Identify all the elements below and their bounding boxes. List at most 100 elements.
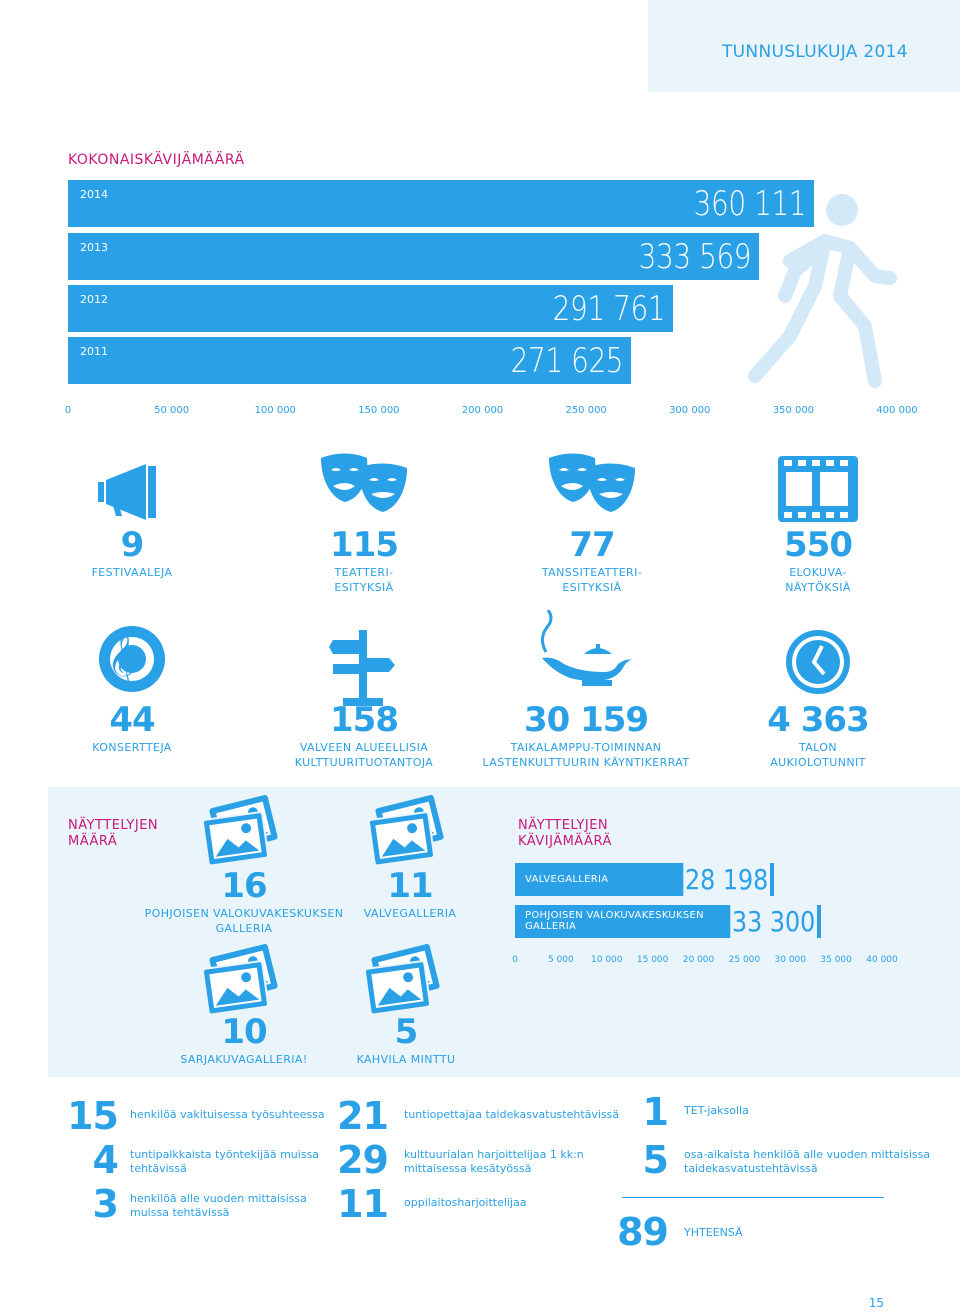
exhibition-visitor-bar-label-line: GALLERIA xyxy=(525,921,577,932)
stat-block: 115 TEATTERI- ESITYKSIÄ xyxy=(330,525,399,595)
exhibition-count-number: 11 xyxy=(387,866,433,906)
stat-label: NÄYTÖKSIÄ xyxy=(785,581,851,594)
exhibition-axis-tick: 25 000 xyxy=(728,955,761,965)
stat-label: KONSERTTEJA xyxy=(92,741,172,754)
visitor-bar: 2014 360 111 xyxy=(68,180,815,227)
visitor-bar: 2011 271 625 xyxy=(68,337,631,384)
magic-lamp-icon xyxy=(536,609,636,694)
staff-text-line: oppilaitosharjoittelijaa xyxy=(404,1196,527,1209)
exhibition-axis-tick: 0 xyxy=(512,955,518,965)
megaphone-icon xyxy=(94,460,170,528)
photo-gallery-icon xyxy=(201,794,287,869)
visitor-axis-tick: 250 000 xyxy=(565,405,607,416)
exhibition-count-number: 5 xyxy=(394,1012,419,1052)
staff-text: oppilaitosharjoittelijaa xyxy=(404,1196,527,1210)
staff-text: osa-aikaista henkilöä alle vuoden mittai… xyxy=(684,1148,930,1176)
stat-label: VALVEEN ALUEELLISIA xyxy=(299,741,429,754)
theater-masks-icon xyxy=(547,450,637,524)
stat-number: 77 xyxy=(569,525,615,565)
stat-label: ESITYKSIÄ xyxy=(334,581,394,594)
stat-label: TAIKALAMPPU-TOIMINNAN xyxy=(510,741,662,754)
header-box xyxy=(648,0,960,92)
exhibition-count: 11 VALVEGALLERIA xyxy=(364,866,457,921)
stat-label: TALON xyxy=(798,741,837,754)
walking-person-icon xyxy=(748,194,897,388)
exhibition-visitor-bar: POHJOISEN VALOKUVAKESKUKSEN GALLERIA 33 30… xyxy=(515,905,821,938)
stat-number: 30 159 xyxy=(523,700,649,740)
staff-number: 3 xyxy=(92,1182,119,1226)
stat-number: 115 xyxy=(330,525,399,565)
stat-label: ELOKUVA- xyxy=(789,566,847,579)
film-strip-icon xyxy=(778,456,858,526)
staff-text: tuntipalkkaista työntekijää muissa tehtäv… xyxy=(130,1148,319,1176)
staff-number: 5 xyxy=(642,1138,669,1182)
stat-number: 158 xyxy=(330,700,399,740)
exhibition-axis-tick: 30 000 xyxy=(774,955,807,965)
photo-gallery-icon xyxy=(363,943,449,1018)
stat-number: 9 xyxy=(120,525,145,565)
exhibition-count: 16 POHJOISEN VALOKUVAKESKUKSEN GALLERIA xyxy=(145,866,344,936)
page-title: TUNNUSLUKUJA 2014 xyxy=(722,42,908,62)
exhibition-count-number: 16 xyxy=(221,866,267,906)
exhibition-count: 10 SARJAKUVAGALLERIA! xyxy=(180,1012,307,1067)
staff-number: 21 xyxy=(337,1094,389,1138)
staff-text: henkilöä vakituisessa työsuhteessa xyxy=(130,1108,325,1122)
exhibition-count: 5 KAHVILA MINTTU xyxy=(357,1012,456,1067)
total-divider xyxy=(622,1197,884,1198)
photo-gallery-icon xyxy=(367,794,453,869)
visitor-bar-year: 2013 xyxy=(80,241,108,254)
staff-text-line: tuntipalkkaista työntekijää muissa xyxy=(130,1148,320,1161)
visitor-axis-tick: 150 000 xyxy=(358,405,400,416)
staff-text-line: mittaisessa kesätyössä xyxy=(404,1162,532,1175)
staff-text: kulttuurialan harjoittelijaa 1 kk:n mitta… xyxy=(404,1148,584,1176)
stat-label: KULTTUURITUOTANTOJA xyxy=(294,756,434,769)
exhibition-visitor-bar-label-line: POHJOISEN VALOKUVAKESKUKSEN xyxy=(525,910,704,921)
visitor-axis-tick: 400 000 xyxy=(876,405,918,416)
treble-clef-speaker-icon: 𝄞 xyxy=(95,624,169,698)
staff-text-line: taidekasvatustehtävissä xyxy=(684,1162,818,1175)
staff-number: 4 xyxy=(92,1138,119,1182)
stat-label: ESITYKSIÄ xyxy=(562,581,622,594)
exhibition-count-label: VALVEGALLERIA xyxy=(363,907,457,920)
visitors-title: KOKONAISKÄVIJÄMÄÄRÄ xyxy=(68,152,245,168)
exhibition-axis-tick: 10 000 xyxy=(591,955,623,965)
exhibition-visitor-bar-label: VALVEGALLERIA xyxy=(525,874,608,885)
staff-text-line: tuntiopettajaa taidekasvatustehtävissä xyxy=(404,1108,620,1121)
staff-text-line: tehtävissä xyxy=(130,1162,187,1175)
stat-label: AUKIOLOTUNNIT xyxy=(770,756,866,769)
exhibition-count-label: POHJOISEN VALOKUVAKESKUKSEN xyxy=(144,907,344,920)
visitor-bar-value: 360 111 xyxy=(693,184,807,224)
staff-number: 1 xyxy=(642,1090,669,1134)
exhibition-axis-tick: 15 000 xyxy=(636,955,669,965)
theater-masks-icon xyxy=(319,450,409,524)
exhibition-visitors-title: NÄYTTELYJEN KÄVIJÄMÄÄRÄ xyxy=(518,818,612,850)
exhibition-visitor-bar-label: POHJOISEN VALOKUVAKESKUKSEN GALLERIA xyxy=(525,910,704,932)
page-number: 15 xyxy=(868,1296,884,1310)
staff-number: 15 xyxy=(67,1094,119,1138)
stat-label: LASTENKULTTUURIN KÄYNTIKERRAT xyxy=(482,756,690,769)
staff-text-line: henkilöä alle vuoden mittaisissa xyxy=(130,1192,307,1205)
stat-label: FESTIVAALEJA xyxy=(91,566,173,579)
exhibition-visitor-bar-label-line: VALVEGALLERIA xyxy=(525,874,609,885)
total-number: 89 xyxy=(617,1210,669,1254)
stat-block: 9 FESTIVAALEJA xyxy=(92,525,173,580)
signpost-icon xyxy=(329,628,399,710)
staff-text-line: henkilöä vakituisessa työsuhteessa xyxy=(130,1108,325,1121)
visitor-axis-tick: 350 000 xyxy=(772,405,815,416)
stat-label: TEATTERI- xyxy=(334,566,394,579)
exhibition-visitors-title-line1: NÄYTTELYJEN xyxy=(518,818,609,833)
visitor-axis-tick: 50 000 xyxy=(154,405,190,416)
visitor-bar-year: 2014 xyxy=(80,188,108,201)
visitor-bar: 2013 333 569 xyxy=(68,233,760,280)
exhibition-visitor-bar-value: 33 300 xyxy=(729,905,817,938)
exhibition-axis-tick: 35 000 xyxy=(820,955,852,965)
stat-block: 30 159 TAIKALAMPPU-TOIMINNAN LASTENKULTTUU… xyxy=(483,700,690,770)
exhibition-axis-tick: 40 000 xyxy=(866,955,898,965)
stat-block: 4 363 TALON AUKIOLOTUNNIT xyxy=(767,700,869,770)
stat-block: 550 ELOKUVA- NÄYTÖKSIÄ xyxy=(784,525,853,595)
stat-number: 550 xyxy=(784,525,853,565)
visitor-axis-tick: 100 000 xyxy=(254,405,296,416)
photo-gallery-icon xyxy=(201,943,287,1018)
exhibition-visitor-bar-value: 28 198 xyxy=(683,863,770,896)
svg-text:𝄞: 𝄞 xyxy=(107,632,135,690)
